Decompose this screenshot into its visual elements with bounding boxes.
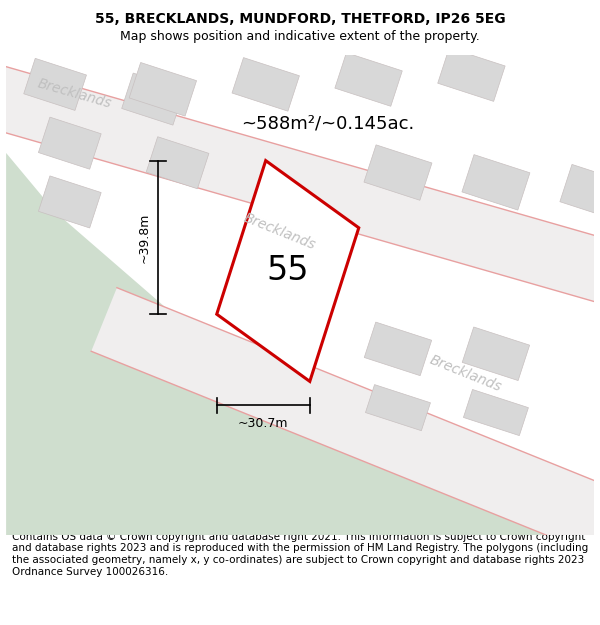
Polygon shape bbox=[560, 164, 600, 220]
Text: Map shows position and indicative extent of the property.: Map shows position and indicative extent… bbox=[120, 30, 480, 43]
Polygon shape bbox=[146, 137, 209, 189]
Polygon shape bbox=[6, 153, 594, 535]
Polygon shape bbox=[364, 145, 432, 200]
Text: 55: 55 bbox=[266, 254, 309, 288]
Polygon shape bbox=[0, 64, 600, 314]
Text: Contains OS data © Crown copyright and database right 2021. This information is : Contains OS data © Crown copyright and d… bbox=[12, 532, 588, 577]
Polygon shape bbox=[438, 48, 505, 101]
Text: Brecklands: Brecklands bbox=[427, 352, 503, 394]
Text: Brecklands: Brecklands bbox=[241, 211, 317, 252]
Polygon shape bbox=[335, 52, 402, 106]
Text: 55, BRECKLANDS, MUNDFORD, THETFORD, IP26 5EG: 55, BRECKLANDS, MUNDFORD, THETFORD, IP26… bbox=[95, 12, 505, 26]
Polygon shape bbox=[364, 322, 431, 376]
Polygon shape bbox=[38, 117, 101, 169]
Text: ~588m²/~0.145ac.: ~588m²/~0.145ac. bbox=[241, 114, 415, 132]
Polygon shape bbox=[38, 176, 101, 228]
Polygon shape bbox=[462, 154, 530, 210]
Polygon shape bbox=[463, 389, 529, 436]
Text: ~30.7m: ~30.7m bbox=[238, 416, 289, 429]
Polygon shape bbox=[462, 327, 530, 381]
Polygon shape bbox=[232, 58, 299, 111]
Polygon shape bbox=[91, 288, 600, 590]
Polygon shape bbox=[217, 161, 359, 381]
Polygon shape bbox=[129, 62, 197, 116]
Polygon shape bbox=[24, 58, 86, 111]
Polygon shape bbox=[122, 73, 184, 125]
Text: Brecklands: Brecklands bbox=[35, 77, 113, 111]
Polygon shape bbox=[365, 384, 430, 431]
Text: ~39.8m: ~39.8m bbox=[138, 213, 151, 262]
